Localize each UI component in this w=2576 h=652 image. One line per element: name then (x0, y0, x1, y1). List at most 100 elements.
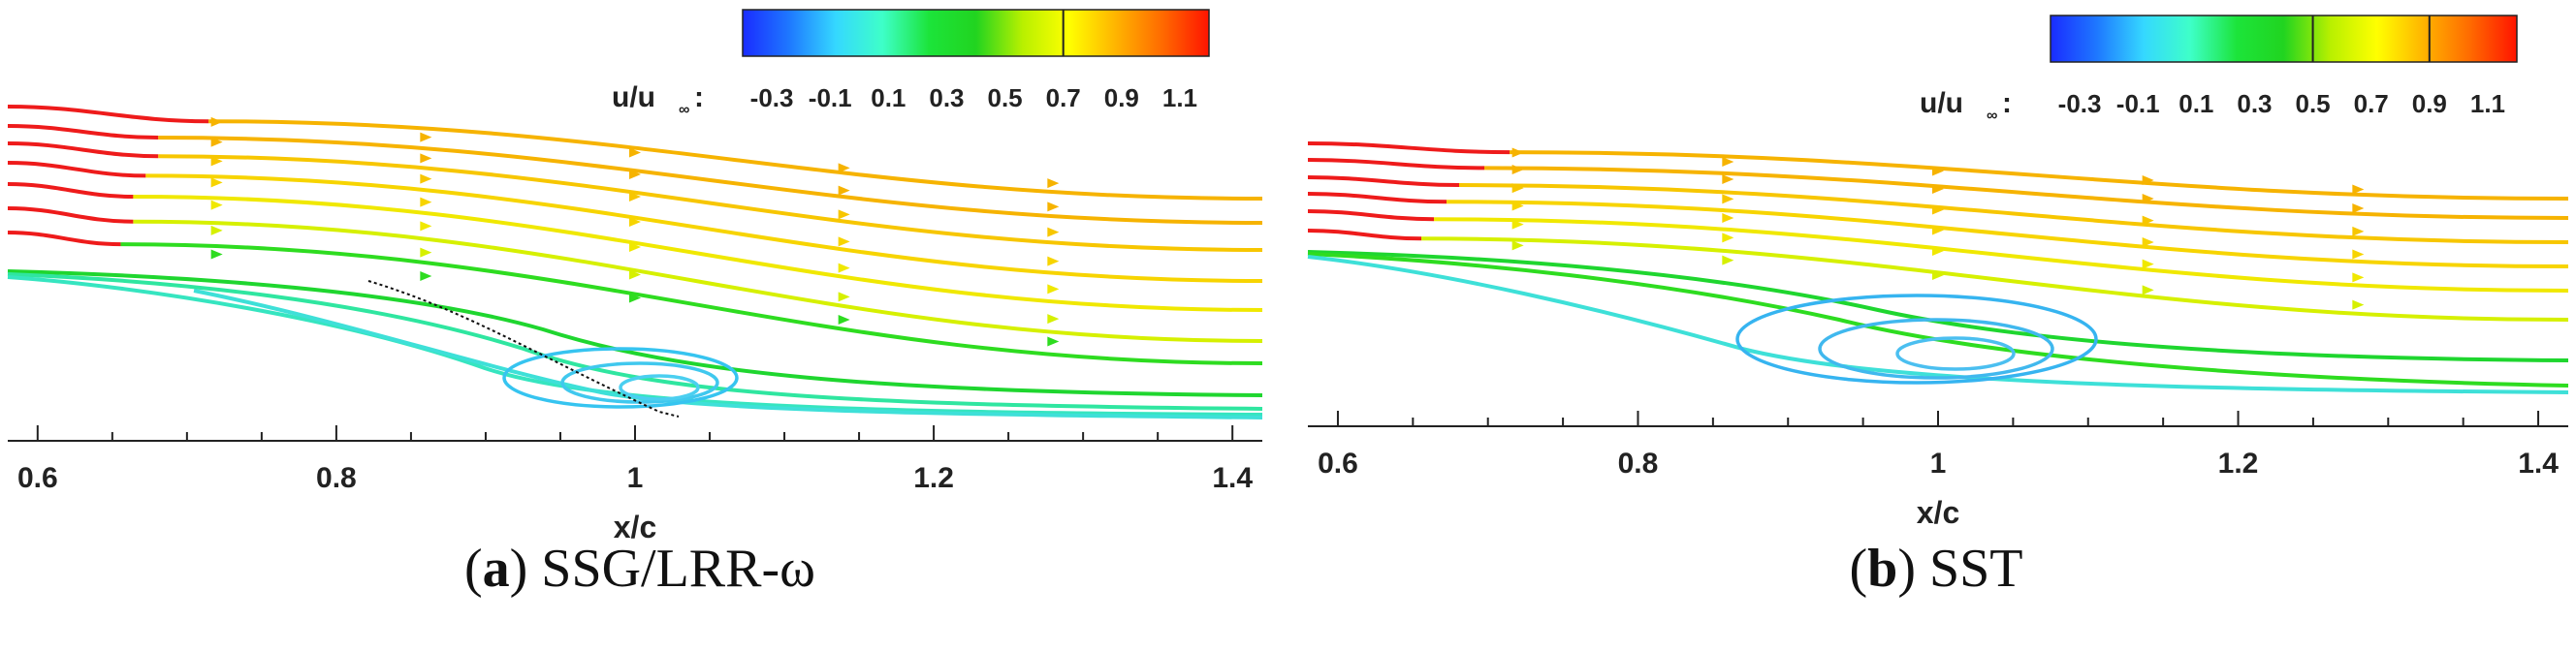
x-tick-label: 0.6 (17, 462, 58, 494)
colorbar-tick-label: 0.3 (2237, 89, 2272, 118)
colorbar-tick-label: 0.5 (2295, 89, 2330, 118)
streamline-arrow (2142, 194, 2154, 203)
colorbar-label: u/u (612, 81, 655, 113)
streamline-arrow (420, 197, 432, 207)
streamline (133, 195, 1263, 312)
streamline (145, 173, 1263, 283)
x-tick-label: 1.2 (913, 462, 954, 494)
streamline (1420, 236, 2569, 322)
x-tick-label: 0.6 (1318, 448, 1358, 480)
vortex-loop (1895, 336, 2016, 371)
streamline-arrow (2352, 226, 2365, 236)
streamline-arrow (420, 221, 432, 232)
colorbar-tick-label: 0.7 (1046, 83, 1081, 112)
colorbar-tick-label: 0.3 (929, 83, 964, 112)
streamline (133, 219, 1263, 343)
streamline-arrow (1047, 336, 1060, 347)
streamline-arrow (1722, 174, 1734, 184)
streamline-arrow (1511, 147, 1524, 158)
streamline-lower (1307, 255, 2569, 394)
streamline (158, 136, 1263, 225)
streamline-arrow (1511, 201, 1524, 211)
vortex-loop (619, 374, 700, 401)
streamline-arrow (2142, 259, 2154, 269)
vortex-loop (1735, 294, 2098, 385)
colorbar-tick-label: -0.1 (2116, 89, 2160, 118)
streamline-arrow (838, 236, 850, 247)
wall-contour (367, 280, 680, 418)
streamline-arrow (1047, 256, 1060, 266)
streamline-arrow (1932, 270, 1944, 280)
streamline-arrow (1047, 314, 1060, 325)
colorbar-tick-label: -0.3 (2058, 89, 2102, 118)
streamline-arrow (1511, 240, 1524, 251)
streamline-arrow (1722, 213, 1734, 223)
streamline-arrow (2352, 184, 2365, 195)
streamline-arrow (629, 170, 641, 179)
streamline-arrow (629, 269, 641, 280)
colorbar-tick-label: 0.1 (2178, 89, 2213, 118)
panel-a: -0.3 -0.1 0.1 0.3 0.5 0.7 0.9 1.1 u/u ∞: 0.6 0.8 1 1.… (0, 0, 1280, 652)
streamline-arrow (420, 153, 432, 164)
streamline-lower (193, 289, 1263, 419)
streamline-arrow (2352, 299, 2365, 310)
colorbar (742, 9, 1210, 57)
x-tick-label: 1.4 (1212, 462, 1253, 494)
streamline-arrow (2142, 237, 2154, 247)
streamline (1458, 183, 2569, 244)
colorbar-tick-label: 1.1 (2470, 89, 2505, 118)
streamline-arrow (1932, 246, 1944, 256)
streamline-lower (1307, 252, 2569, 388)
streamline-arrow (838, 163, 850, 173)
streamline-arrow (210, 200, 223, 210)
x-tick-label: 0.8 (316, 462, 357, 494)
streamline-arrow (2142, 285, 2154, 295)
streamline-arrow (838, 315, 850, 325)
streamline (158, 154, 1263, 252)
x-tick-label: 1 (1930, 448, 1947, 480)
streamline-arrow (1932, 225, 1944, 235)
streamline-arrow (629, 293, 641, 303)
streamline-red (1307, 192, 1447, 204)
streamline-red (1307, 175, 1460, 188)
streamline-arrow (1722, 255, 1734, 265)
colorbar-tick-label: 0.9 (1104, 83, 1139, 112)
colorbar-label: u/u (1920, 87, 1963, 119)
colorbar (2050, 15, 2518, 63)
streamline-arrow (2352, 203, 2365, 213)
streamline (1446, 200, 2569, 268)
colorbar-tick-label: 0.9 (2412, 89, 2447, 118)
caption-b: (b) SST (1849, 539, 2023, 599)
x-axis-label: x/c (1917, 495, 1959, 530)
streamline (1483, 166, 2569, 220)
streamline-lower (7, 275, 1263, 417)
colorbar-tick-label: 0.7 (2354, 89, 2389, 118)
colorbar-tick-label: -0.3 (750, 83, 794, 112)
x-axis-label: x/c (614, 510, 656, 543)
streamline (208, 119, 1263, 201)
colorbar-label-colon: : (694, 81, 704, 113)
streamline-lower (1307, 250, 2569, 362)
streamline-arrow (420, 173, 432, 184)
streamline-arrow (1511, 183, 1524, 194)
streamline-arrow (210, 249, 223, 260)
streamline-arrow (629, 147, 641, 158)
x-tick-label: 1.2 (2218, 448, 2259, 480)
streamline-red (7, 161, 146, 178)
colorbar-tick-label: -0.1 (809, 83, 852, 112)
panel-b: -0.3 -0.1 0.1 0.3 0.5 0.7 0.9 1.1 u/u ∞: 0.6 0.8 1 1.… (1296, 0, 2576, 652)
streamline-arrow (210, 177, 223, 188)
vortex-loop (1818, 318, 2054, 380)
streamline-arrow (838, 263, 850, 273)
streamline-red (1307, 141, 1511, 155)
streamline-arrow (210, 137, 223, 147)
streamline-plot-b: -0.3 -0.1 0.1 0.3 0.5 0.7 0.9 1.1 u/u ∞: 0.6 0.8 1 1.… (1307, 15, 2569, 530)
streamline-arrow (1722, 194, 1734, 204)
streamline-arrow (1932, 204, 1944, 215)
streamline-arrow (838, 292, 850, 302)
streamline-arrow (420, 132, 432, 142)
streamline-red (7, 124, 159, 140)
streamline-arrow (2142, 215, 2154, 226)
streamline-arrow (1511, 165, 1524, 174)
streamline-arrow (1047, 284, 1060, 295)
